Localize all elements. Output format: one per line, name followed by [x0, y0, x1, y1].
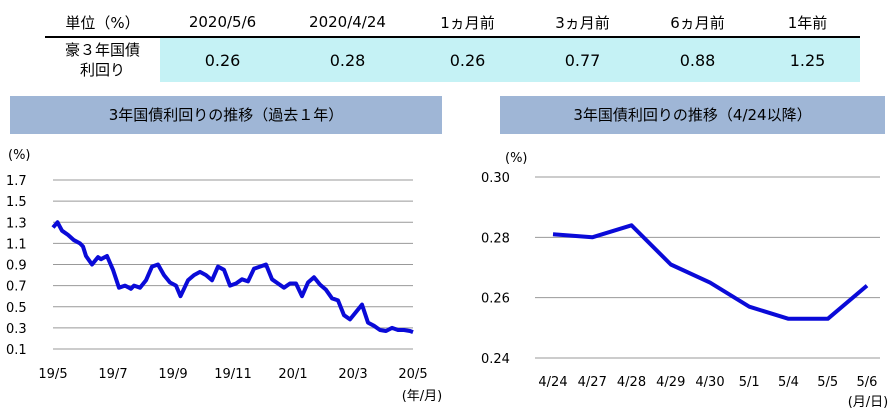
value-2020-5-6: 0.26 [160, 37, 285, 82]
value-1-year-ago: 1.25 [755, 37, 860, 82]
value-2020-4-24: 0.28 [285, 37, 410, 82]
x-tick-label: 19/5 [38, 367, 67, 382]
right-chart-title: 3年国債利回りの推移（4/24以降） [500, 96, 885, 134]
x-tick-label: 4/30 [695, 375, 724, 390]
y-tick-label: 1.7 [6, 174, 27, 189]
x-tick-label: 5/1 [739, 375, 760, 390]
x-tick-label: 4/28 [617, 375, 646, 390]
table-row-yield: 豪３年国債 利回り 0.26 0.28 0.26 0.77 0.88 1.25 [45, 37, 860, 82]
x-tick-label: 5/4 [778, 375, 799, 390]
y-tick-label: 1.3 [6, 216, 27, 231]
header-1-month-ago: 1ヵ月前 [410, 8, 525, 38]
yield-series-line [51, 220, 414, 334]
header-6-months-ago: 6ヵ月前 [640, 8, 755, 38]
header-unit: 単位（%） [45, 8, 160, 38]
x-axis-unit-label: (月/日) [848, 395, 889, 410]
x-tick-label: 4/24 [538, 375, 567, 390]
row-label-line-2: 利回り [79, 61, 125, 79]
left-chart-title: 3年国債利回りの推移（過去１年） [10, 96, 442, 134]
y-tick-label: 0.3 [6, 322, 27, 337]
row-label-line-1: 豪３年国債 [64, 41, 140, 59]
yield-series-line [552, 223, 869, 321]
x-tick-label: 19/7 [98, 367, 127, 382]
x-tick-label: 4/27 [578, 375, 607, 390]
value-1-month-ago: 0.26 [410, 37, 525, 82]
x-tick-label: 5/5 [817, 375, 838, 390]
y-tick-label: 1.5 [6, 195, 27, 210]
header-2020-4-24: 2020/4/24 [285, 8, 410, 38]
x-tick-label: 20/1 [278, 367, 307, 382]
right-line-chart: 0.30 0.28 0.26 0.24 (%) 4/24 4/27 4/28 4/29 4/30 5… [481, 151, 889, 410]
y-tick-label: 0.1 [6, 343, 27, 358]
x-axis-unit-label: (年/月) [402, 389, 443, 404]
y-tick-label: 0.28 [481, 231, 510, 246]
x-tick-label: 20/3 [338, 367, 367, 382]
x-tick-label: 19/9 [158, 367, 187, 382]
y-tick-label: 0.24 [481, 352, 510, 367]
y-tick-label: 0.9 [6, 259, 27, 274]
x-tick-label: 20/5 [398, 367, 427, 382]
x-tick-label: 5/6 [857, 375, 878, 390]
left-line-chart: 1.7 1.5 1.3 1.1 0.9 0.7 0.5 0.3 0.1 (%) 19/5 19/7 19… [6, 148, 443, 404]
header-1-year-ago: 1年前 [755, 8, 860, 38]
table-header-row: 単位（%） 2020/5/6 2020/4/24 1ヵ月前 3ヵ月前 6ヵ月前 … [45, 8, 860, 38]
y-tick-label: 1.1 [6, 237, 27, 252]
x-tick-label: 19/11 [214, 367, 251, 382]
value-6-months-ago: 0.88 [640, 37, 755, 82]
y-tick-label: 0.30 [481, 171, 510, 186]
summary-table: 単位（%） 2020/5/6 2020/4/24 1ヵ月前 3ヵ月前 6ヵ月前 … [45, 8, 860, 82]
y-axis-unit-label: (%) [505, 151, 528, 166]
y-axis-unit-label: (%) [8, 148, 31, 163]
y-tick-label: 0.5 [6, 301, 27, 316]
y-tick-label: 0.7 [6, 280, 27, 295]
y-tick-label: 0.26 [481, 292, 510, 307]
header-3-months-ago: 3ヵ月前 [525, 8, 640, 38]
value-3-months-ago: 0.77 [525, 37, 640, 82]
header-2020-5-6: 2020/5/6 [160, 8, 285, 38]
x-tick-label: 4/29 [656, 375, 685, 390]
row-label: 豪３年国債 利回り [45, 37, 160, 82]
